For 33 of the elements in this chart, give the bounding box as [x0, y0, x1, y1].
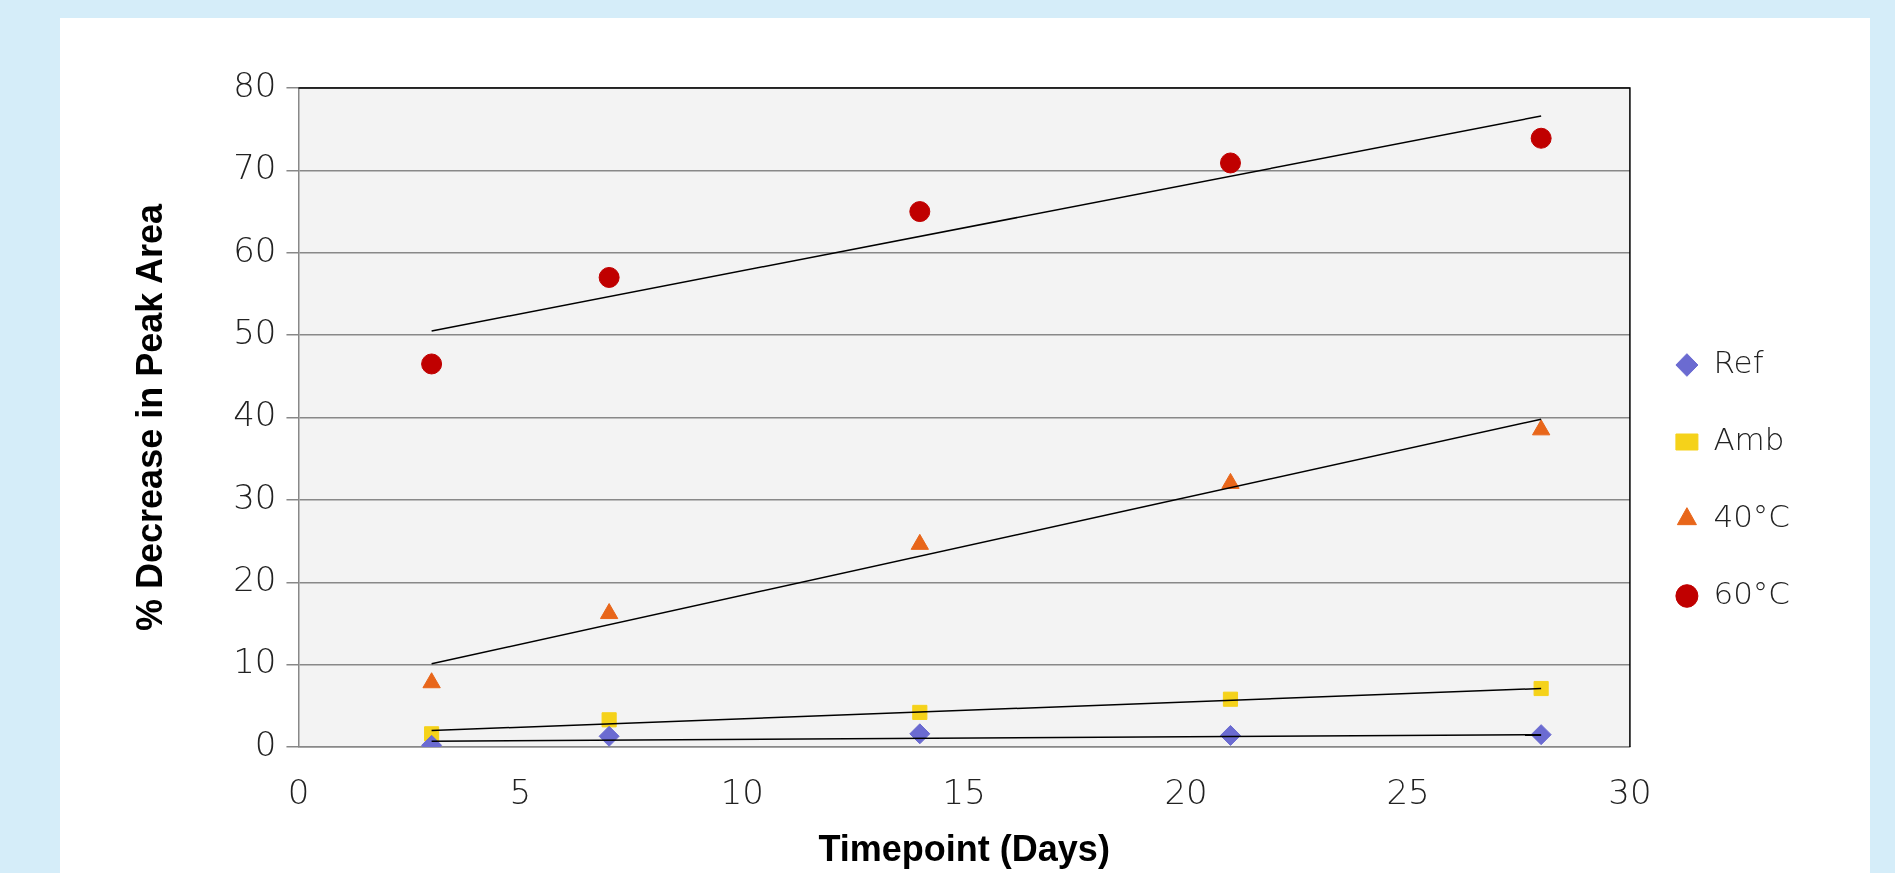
legend-label: 60°C	[1713, 575, 1790, 612]
y-tick-label: 20	[233, 559, 277, 600]
point	[1530, 127, 1552, 149]
point	[1533, 680, 1549, 697]
x-tick-label: 0	[287, 772, 310, 813]
x-tick-label: 5	[509, 772, 532, 813]
point	[598, 266, 620, 288]
point	[421, 353, 443, 375]
point	[599, 603, 619, 620]
y-tick-label: 60	[233, 229, 277, 270]
legend-label: 40°C	[1713, 498, 1790, 535]
y-axis-title: % Decrease in Peak Area	[128, 203, 170, 631]
y-tick-label: 40	[233, 394, 277, 435]
x-tick-label: 15	[942, 772, 986, 813]
y-tick-label: 70	[233, 147, 277, 188]
legend-label: Ref	[1713, 344, 1764, 381]
point	[1530, 724, 1552, 746]
y-tick-label: 50	[233, 311, 277, 352]
legend-label: Amb	[1713, 421, 1785, 458]
x-axis-title: Timepoint (Days)	[818, 828, 1110, 870]
x-tick-label: 10	[720, 772, 764, 813]
x-tick-label: 25	[1386, 772, 1430, 813]
point	[1219, 724, 1241, 746]
y-tick-label: 0	[254, 723, 277, 764]
point	[422, 672, 441, 689]
point	[909, 723, 931, 745]
x-tick-label: 30	[1608, 772, 1652, 813]
y-tick-label: 10	[233, 641, 277, 682]
y-tick-label: 30	[233, 476, 277, 517]
x-tick-label: 20	[1164, 772, 1208, 813]
y-tick-label: 80	[233, 64, 277, 105]
point	[1219, 152, 1241, 174]
point	[909, 201, 931, 223]
